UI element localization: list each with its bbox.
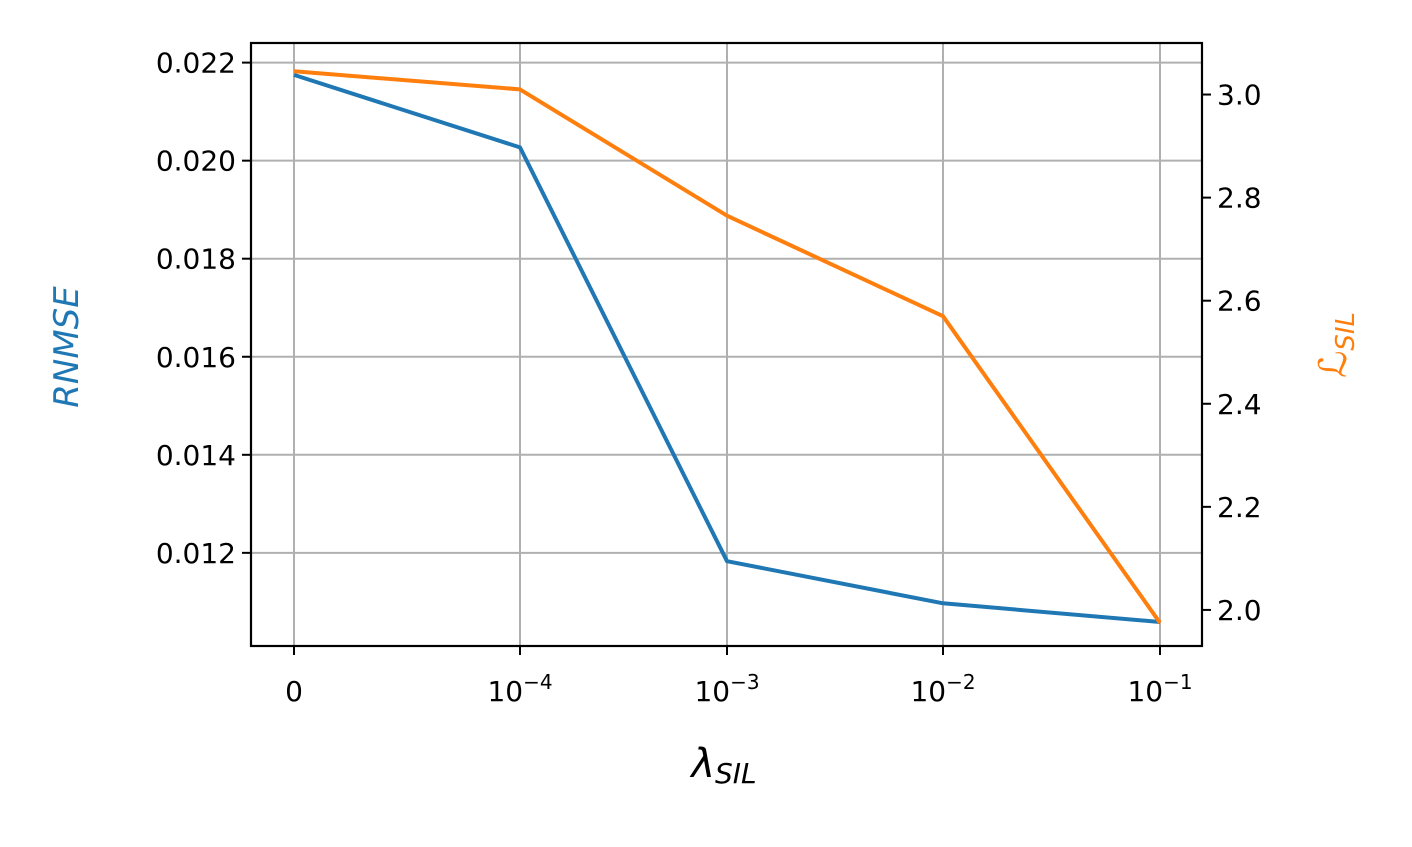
right-y-tick-label: 2.4	[1217, 388, 1262, 421]
left-y-tick-label: 0.018	[156, 243, 236, 276]
right-y-axis-label-symbol: ℒ	[1311, 351, 1355, 378]
x-tick-label: 10−3	[694, 670, 759, 708]
x-axis-label-symbol: λ	[689, 741, 715, 787]
series-lines	[293, 69, 1162, 624]
left-y-tick-label: 0.016	[156, 341, 236, 374]
right-y-tick-label: 2.2	[1217, 491, 1262, 524]
x-axis-label-subscript: SIL	[715, 757, 757, 790]
x-tick-label: 10−2	[910, 670, 975, 708]
right-y-tick-label: 3.0	[1217, 79, 1262, 112]
right-y-axis-label: ℒSIL	[1311, 312, 1361, 378]
right-y-tick-label: 2.0	[1217, 594, 1262, 627]
right-y-axis-label-subscript: SIL	[1331, 312, 1361, 351]
x-tick-label: 10−4	[487, 670, 552, 708]
left-y-tick-label: 0.022	[156, 47, 236, 80]
right-y-tick-label: 2.6	[1217, 285, 1262, 318]
left-y-tick-label: 0.012	[156, 537, 236, 570]
left-y-tick-label: 0.014	[156, 439, 236, 472]
x-tick-label: 10−1	[1127, 670, 1192, 708]
left-y-tick-label: 0.020	[156, 145, 236, 178]
right-y-tick-label: 2.8	[1217, 182, 1262, 215]
x-tick-label: 0	[285, 675, 303, 708]
grid-lines	[251, 43, 1202, 646]
left-y-axis-label: RNMSE	[47, 286, 87, 408]
left-y-axis-ticks: 0.012 0.014 0.016 0.018 0.020 0.022	[156, 47, 251, 570]
right-y-axis-ticks: 2.0 2.2 2.4 2.6 2.8 3.0	[1202, 79, 1262, 627]
x-axis-label: λSIL	[689, 741, 756, 790]
x-axis-ticks: 0 10−4 10−3 10−2 10−1	[285, 646, 1193, 708]
